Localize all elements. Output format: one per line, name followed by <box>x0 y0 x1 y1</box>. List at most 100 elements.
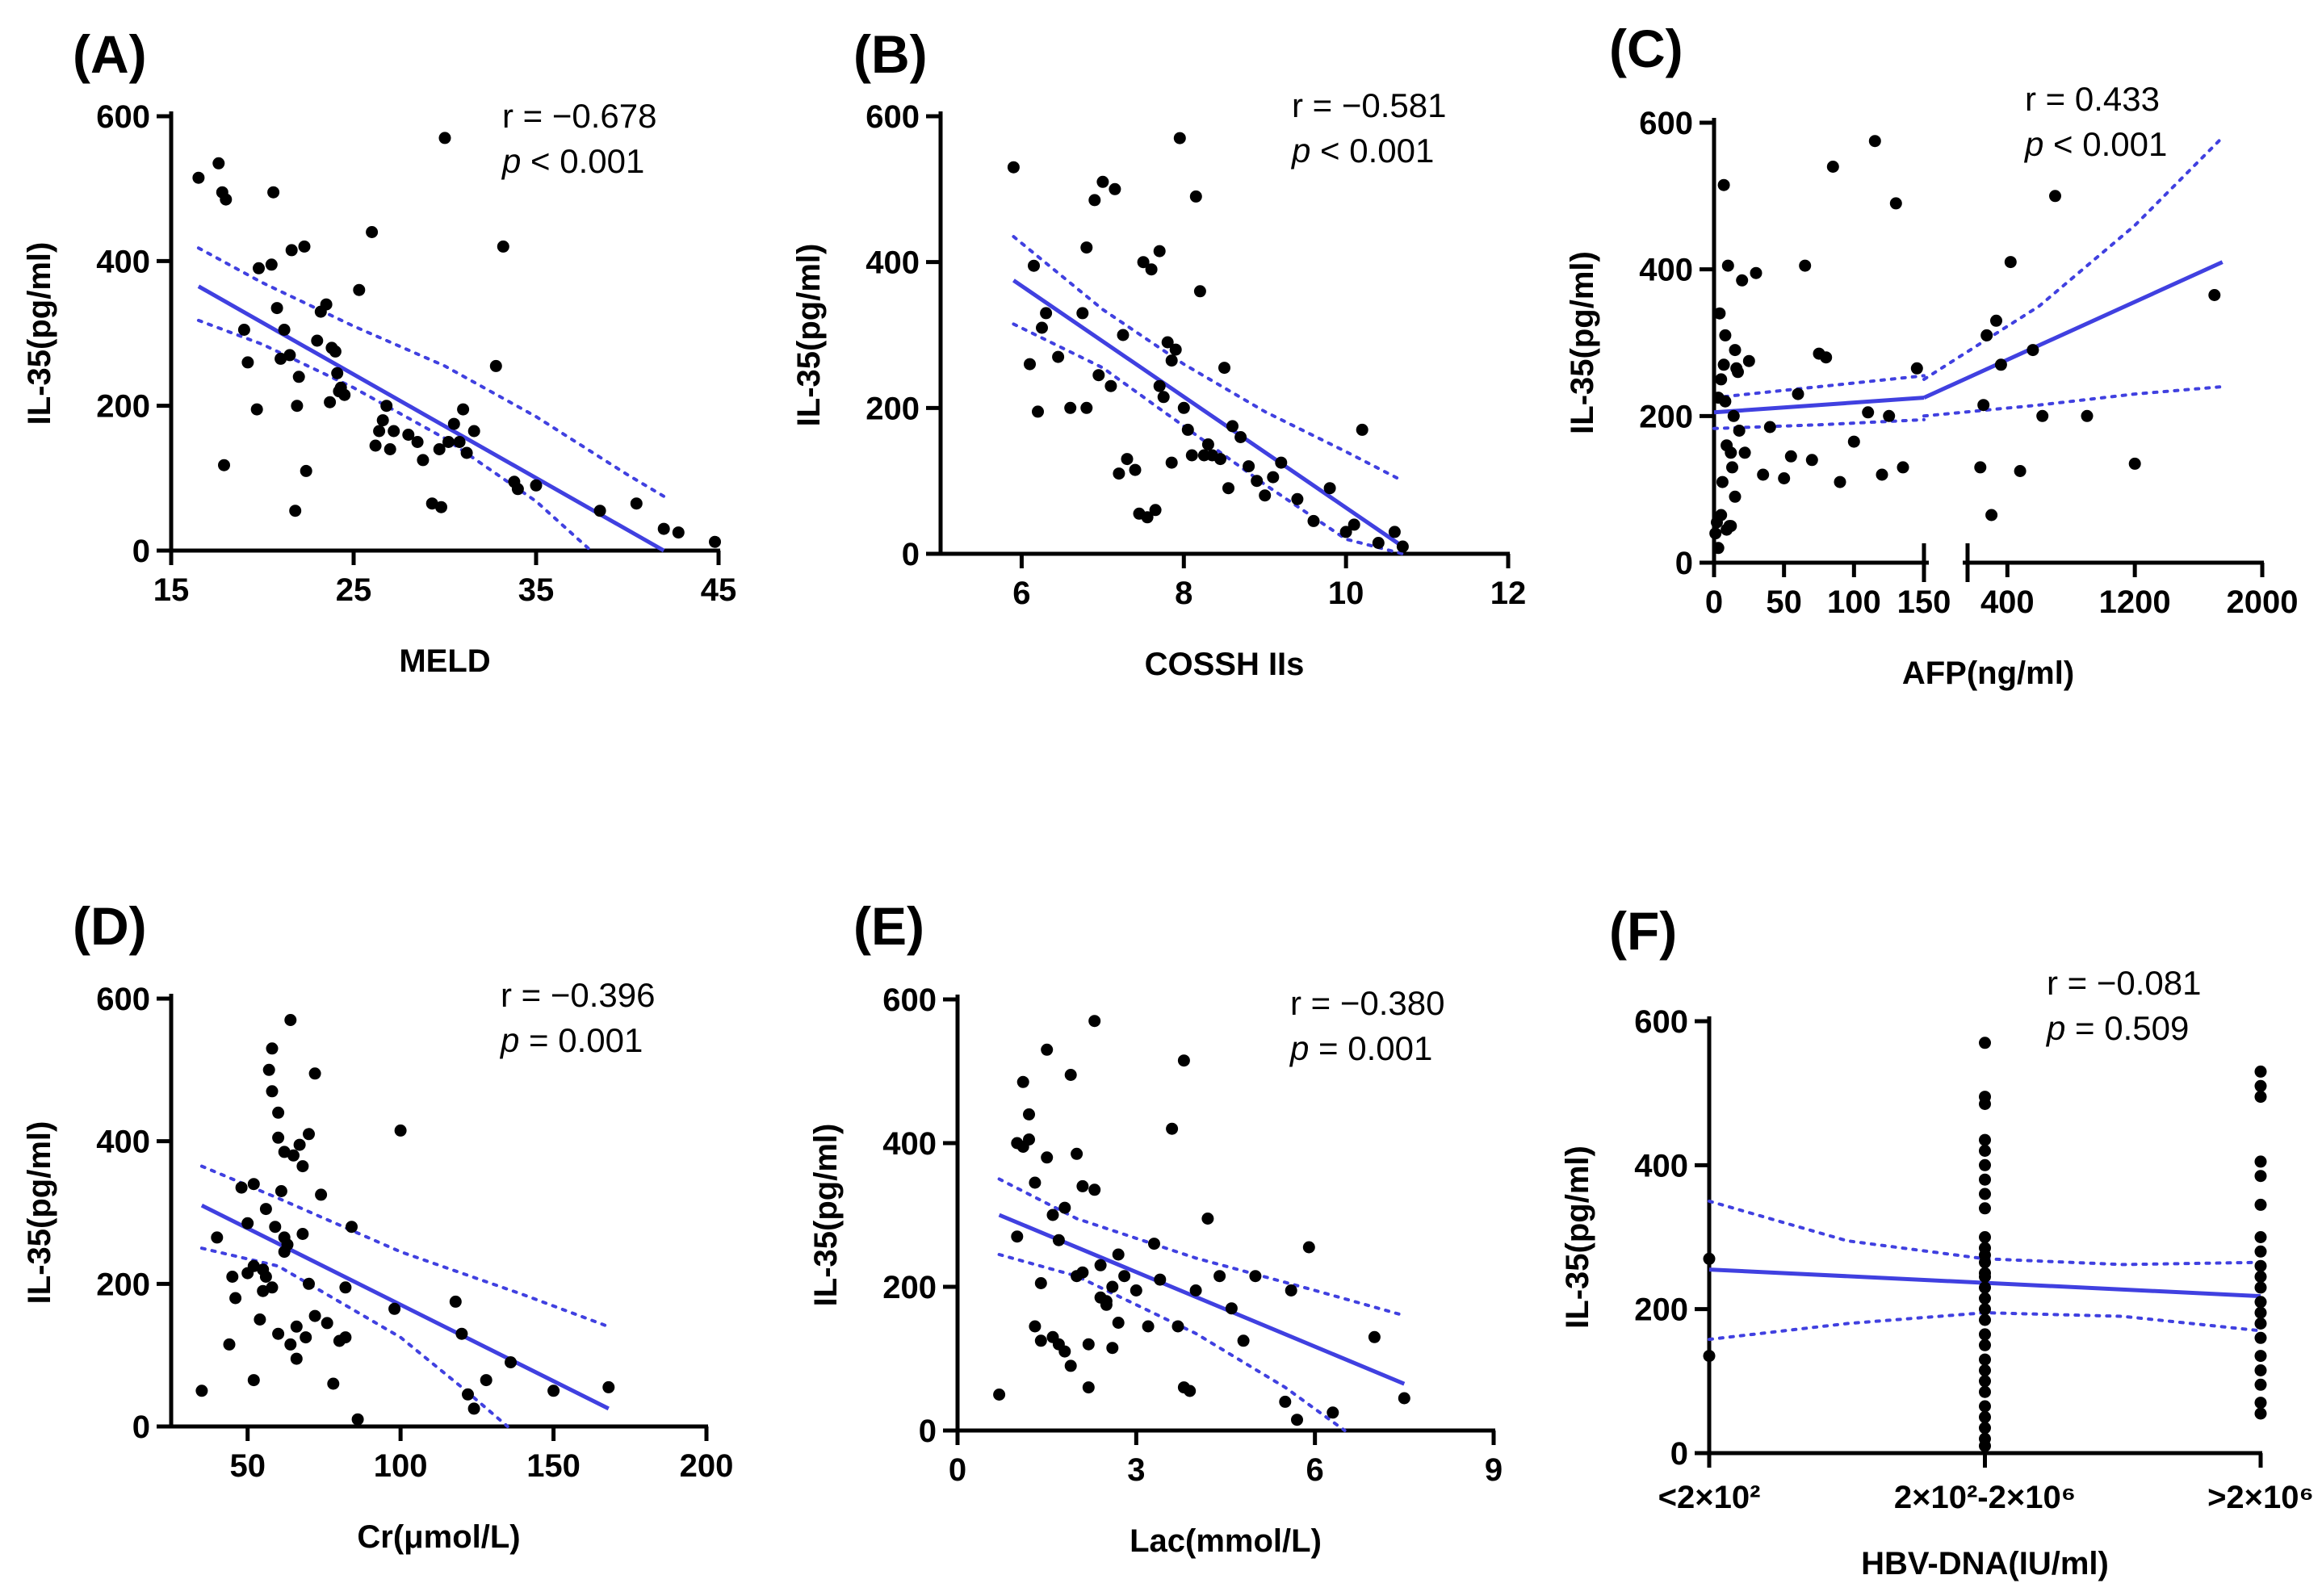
data-point <box>1279 1395 1292 1408</box>
data-point <box>1011 1230 1024 1243</box>
data-point <box>1181 423 1194 436</box>
panel-letter: (A) <box>73 24 147 84</box>
x-tick-label: 15 <box>153 572 190 608</box>
panel-e: (E) 0 200 400 600 0 3 6 9 IL-35(pg/ml) Lac(mmol/L)… <box>808 896 1503 1559</box>
data-point <box>1058 1201 1071 1214</box>
data-point <box>1028 259 1040 272</box>
data-point <box>283 349 296 362</box>
data-point <box>1979 1303 1991 1316</box>
data-point <box>1990 314 2002 327</box>
y-tick-label: 400 <box>96 244 150 279</box>
x-axis-label: Lac(mmol/L) <box>1130 1523 1322 1559</box>
data-point <box>1029 1176 1042 1189</box>
data-point <box>1883 409 1896 422</box>
data-point <box>320 298 333 311</box>
y-tick-label: 600 <box>1634 1004 1688 1040</box>
data-point <box>235 1181 248 1194</box>
data-point <box>1106 1280 1119 1293</box>
data-point <box>1064 1069 1077 1081</box>
y-tick-label: 200 <box>1639 399 1693 434</box>
data-point <box>1979 1410 1991 1423</box>
data-point <box>1201 438 1214 450</box>
data-point <box>1153 245 1166 258</box>
data-point <box>1876 468 1888 481</box>
y-tick-label: 200 <box>1634 1292 1688 1328</box>
data-point <box>467 425 480 438</box>
data-point <box>296 1160 309 1173</box>
y-tick-label: 400 <box>96 1125 150 1160</box>
data-point <box>1130 1284 1142 1296</box>
data-point <box>1249 1270 1262 1283</box>
p-symbol: p <box>501 142 521 180</box>
y-tick-label: 0 <box>902 537 920 572</box>
y-tick-label: 600 <box>96 99 150 135</box>
data-point <box>366 226 379 238</box>
data-point <box>272 1106 285 1119</box>
data-point <box>262 1063 275 1076</box>
data-point <box>1058 1345 1071 1358</box>
data-point <box>331 367 344 379</box>
x-tick-label: 50 <box>1766 584 1802 620</box>
data-point <box>1052 1234 1065 1246</box>
data-point <box>1323 482 1336 495</box>
p-value: p = 0.001 <box>1289 1029 1432 1067</box>
panel-f: (F) 0 200 400 600 <2×10² 2×10²-2×10⁶ >2×10⁶ IL-3… <box>1560 901 2314 1581</box>
data-point <box>1717 358 1730 371</box>
data-point <box>259 1271 272 1283</box>
data-point <box>1011 1137 1024 1150</box>
data-point <box>324 396 337 408</box>
data-point <box>241 1217 254 1229</box>
data-point <box>300 464 312 477</box>
data-point <box>292 371 305 383</box>
data-point <box>394 1124 407 1137</box>
r-value: r = −0.380 <box>1290 984 1444 1022</box>
data-point <box>1738 446 1751 459</box>
data-point <box>1237 1334 1250 1347</box>
data-point <box>1034 1277 1047 1289</box>
data-point <box>1092 369 1105 382</box>
y-tick-label: 0 <box>919 1414 937 1449</box>
panel-c: (C) 0 200 400 600 0 50 100 150 400 1200 2000 IL-35(p… <box>1565 19 2298 691</box>
data-point <box>1979 1249 1991 1262</box>
data-point <box>212 157 225 170</box>
data-point <box>425 497 438 510</box>
data-point <box>272 1327 285 1340</box>
data-point <box>2254 1259 2267 1272</box>
data-point <box>278 1246 291 1259</box>
data-point <box>247 1259 260 1272</box>
data-point <box>311 334 324 347</box>
data-point <box>417 454 430 467</box>
x-axis-label: Cr(μmol/L) <box>357 1519 520 1555</box>
data-point <box>547 1384 560 1397</box>
data-point <box>351 1413 364 1426</box>
data-point <box>449 1295 462 1308</box>
data-point <box>402 429 415 441</box>
data-point <box>1889 197 1902 210</box>
data-point <box>1148 1238 1160 1250</box>
data-point <box>709 535 721 548</box>
data-point <box>462 1388 474 1401</box>
data-point <box>1715 509 1728 522</box>
y-tick-label: 200 <box>96 389 150 425</box>
data-point <box>1725 520 1737 533</box>
data-point <box>2254 1170 2267 1183</box>
data-point <box>275 352 287 365</box>
data-point <box>1088 1015 1101 1028</box>
regression-line <box>1922 260 2224 400</box>
data-point <box>1979 1439 1991 1452</box>
data-point <box>1104 379 1117 392</box>
data-point <box>1979 1422 1991 1435</box>
data-point <box>253 262 265 274</box>
data-point <box>1023 1133 1035 1146</box>
data-point <box>1007 161 1020 174</box>
p-value-text: < 0.001 <box>521 142 644 180</box>
data-point <box>1041 1043 1054 1056</box>
data-point <box>467 1402 480 1415</box>
data-point <box>1733 425 1746 437</box>
panel-letter: (D) <box>73 896 147 956</box>
data-point <box>2254 1407 2267 1420</box>
data-point <box>376 414 389 427</box>
data-point <box>1088 194 1101 207</box>
panel-letter: (E) <box>853 896 924 956</box>
data-point <box>1109 182 1121 195</box>
